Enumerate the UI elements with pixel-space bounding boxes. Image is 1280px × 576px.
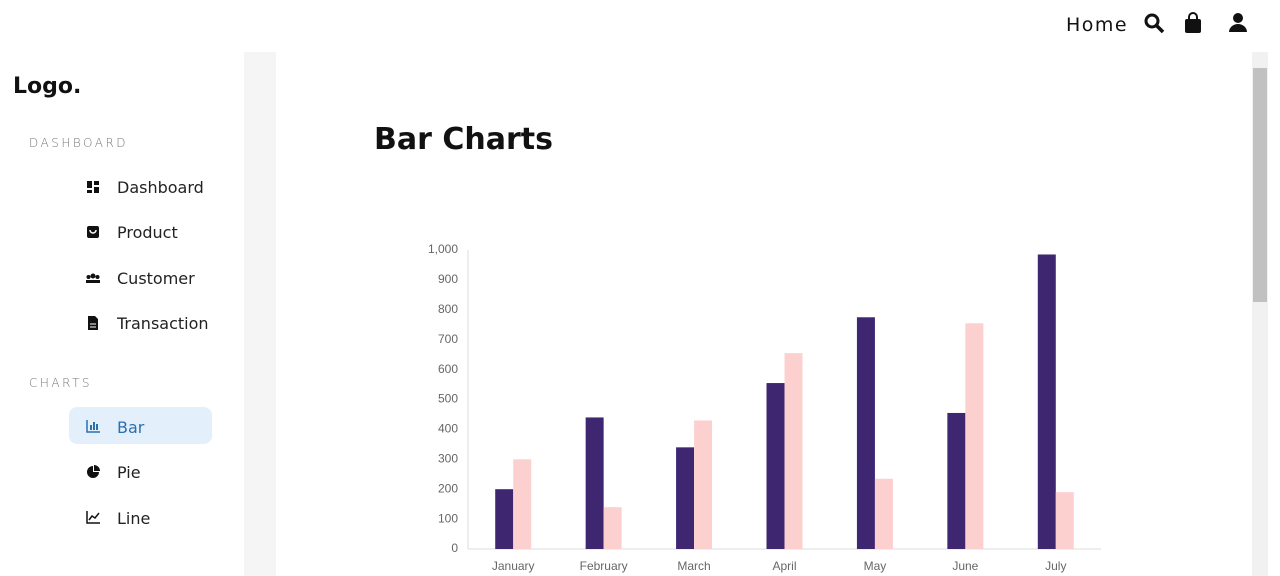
section-title: DASHBOARD xyxy=(29,136,129,150)
y-tick-label: 300 xyxy=(438,451,458,465)
sidebar-divider xyxy=(244,52,276,576)
bar xyxy=(513,459,532,549)
customer-icon xyxy=(86,273,100,283)
nav-item[interactable]: Product xyxy=(117,223,178,242)
nav-item[interactable]: Transaction xyxy=(117,314,209,333)
bar xyxy=(603,507,622,549)
page-title: Bar Charts xyxy=(374,122,553,157)
x-tick-label: June xyxy=(952,559,978,573)
nav-home[interactable]: Home xyxy=(1066,14,1129,36)
y-tick-label: 100 xyxy=(438,511,458,525)
bar xyxy=(1055,492,1074,549)
bar xyxy=(874,478,893,549)
y-tick-label: 400 xyxy=(438,422,458,436)
bag-handle xyxy=(1188,12,1198,20)
line-icon xyxy=(86,511,100,524)
bar xyxy=(585,417,604,549)
bar-icon xyxy=(86,420,100,433)
y-tick-label: 800 xyxy=(438,302,458,316)
header-icons xyxy=(1144,12,1247,34)
bar xyxy=(947,412,966,549)
nav-item-active[interactable]: Bar xyxy=(117,418,145,437)
x-tick-label: May xyxy=(864,559,887,573)
bar xyxy=(856,317,875,549)
nav-item[interactable]: Line xyxy=(117,509,151,528)
user-icon[interactable] xyxy=(1233,13,1243,23)
y-tick-label: 600 xyxy=(438,362,458,376)
bar xyxy=(1037,254,1056,550)
pie-icon xyxy=(87,465,100,478)
search-handle xyxy=(1154,23,1165,34)
dashboard-icon xyxy=(87,181,99,193)
search-icon[interactable] xyxy=(1144,13,1160,29)
bar-chart: 0 100 200 300 400 500 600 700 800 900 1,000 January… xyxy=(428,242,1101,573)
scrollbar-thumb[interactable] xyxy=(1253,68,1267,302)
bar xyxy=(965,323,984,549)
x-tick-label: July xyxy=(1045,559,1066,573)
y-tick-label: 700 xyxy=(438,332,458,346)
product-icon xyxy=(87,226,99,238)
logo[interactable]: Logo. xyxy=(13,74,82,99)
transaction-icon xyxy=(88,316,98,330)
y-tick-label: 200 xyxy=(438,481,458,495)
y-tick-label: 0 xyxy=(451,541,458,555)
nav-item[interactable]: Pie xyxy=(117,463,141,482)
nav-item[interactable]: Customer xyxy=(117,269,195,288)
y-tick-label: 500 xyxy=(438,392,458,406)
bag-icon[interactable] xyxy=(1185,19,1201,33)
x-tick-label: March xyxy=(677,559,710,573)
bar xyxy=(766,383,785,549)
y-tick-label: 900 xyxy=(438,272,458,286)
bar xyxy=(694,420,713,549)
y-tick-label: 1,000 xyxy=(428,242,458,256)
x-tick-label: January xyxy=(492,559,535,573)
bar xyxy=(495,489,514,549)
x-tick-label: February xyxy=(580,559,628,573)
user-body xyxy=(1229,24,1247,32)
section-title: CHARTS xyxy=(29,376,93,390)
bar xyxy=(784,353,803,549)
x-tick-label: April xyxy=(772,559,796,573)
nav-item[interactable]: Dashboard xyxy=(117,178,204,197)
bar xyxy=(676,447,695,549)
active-highlight xyxy=(69,407,212,444)
